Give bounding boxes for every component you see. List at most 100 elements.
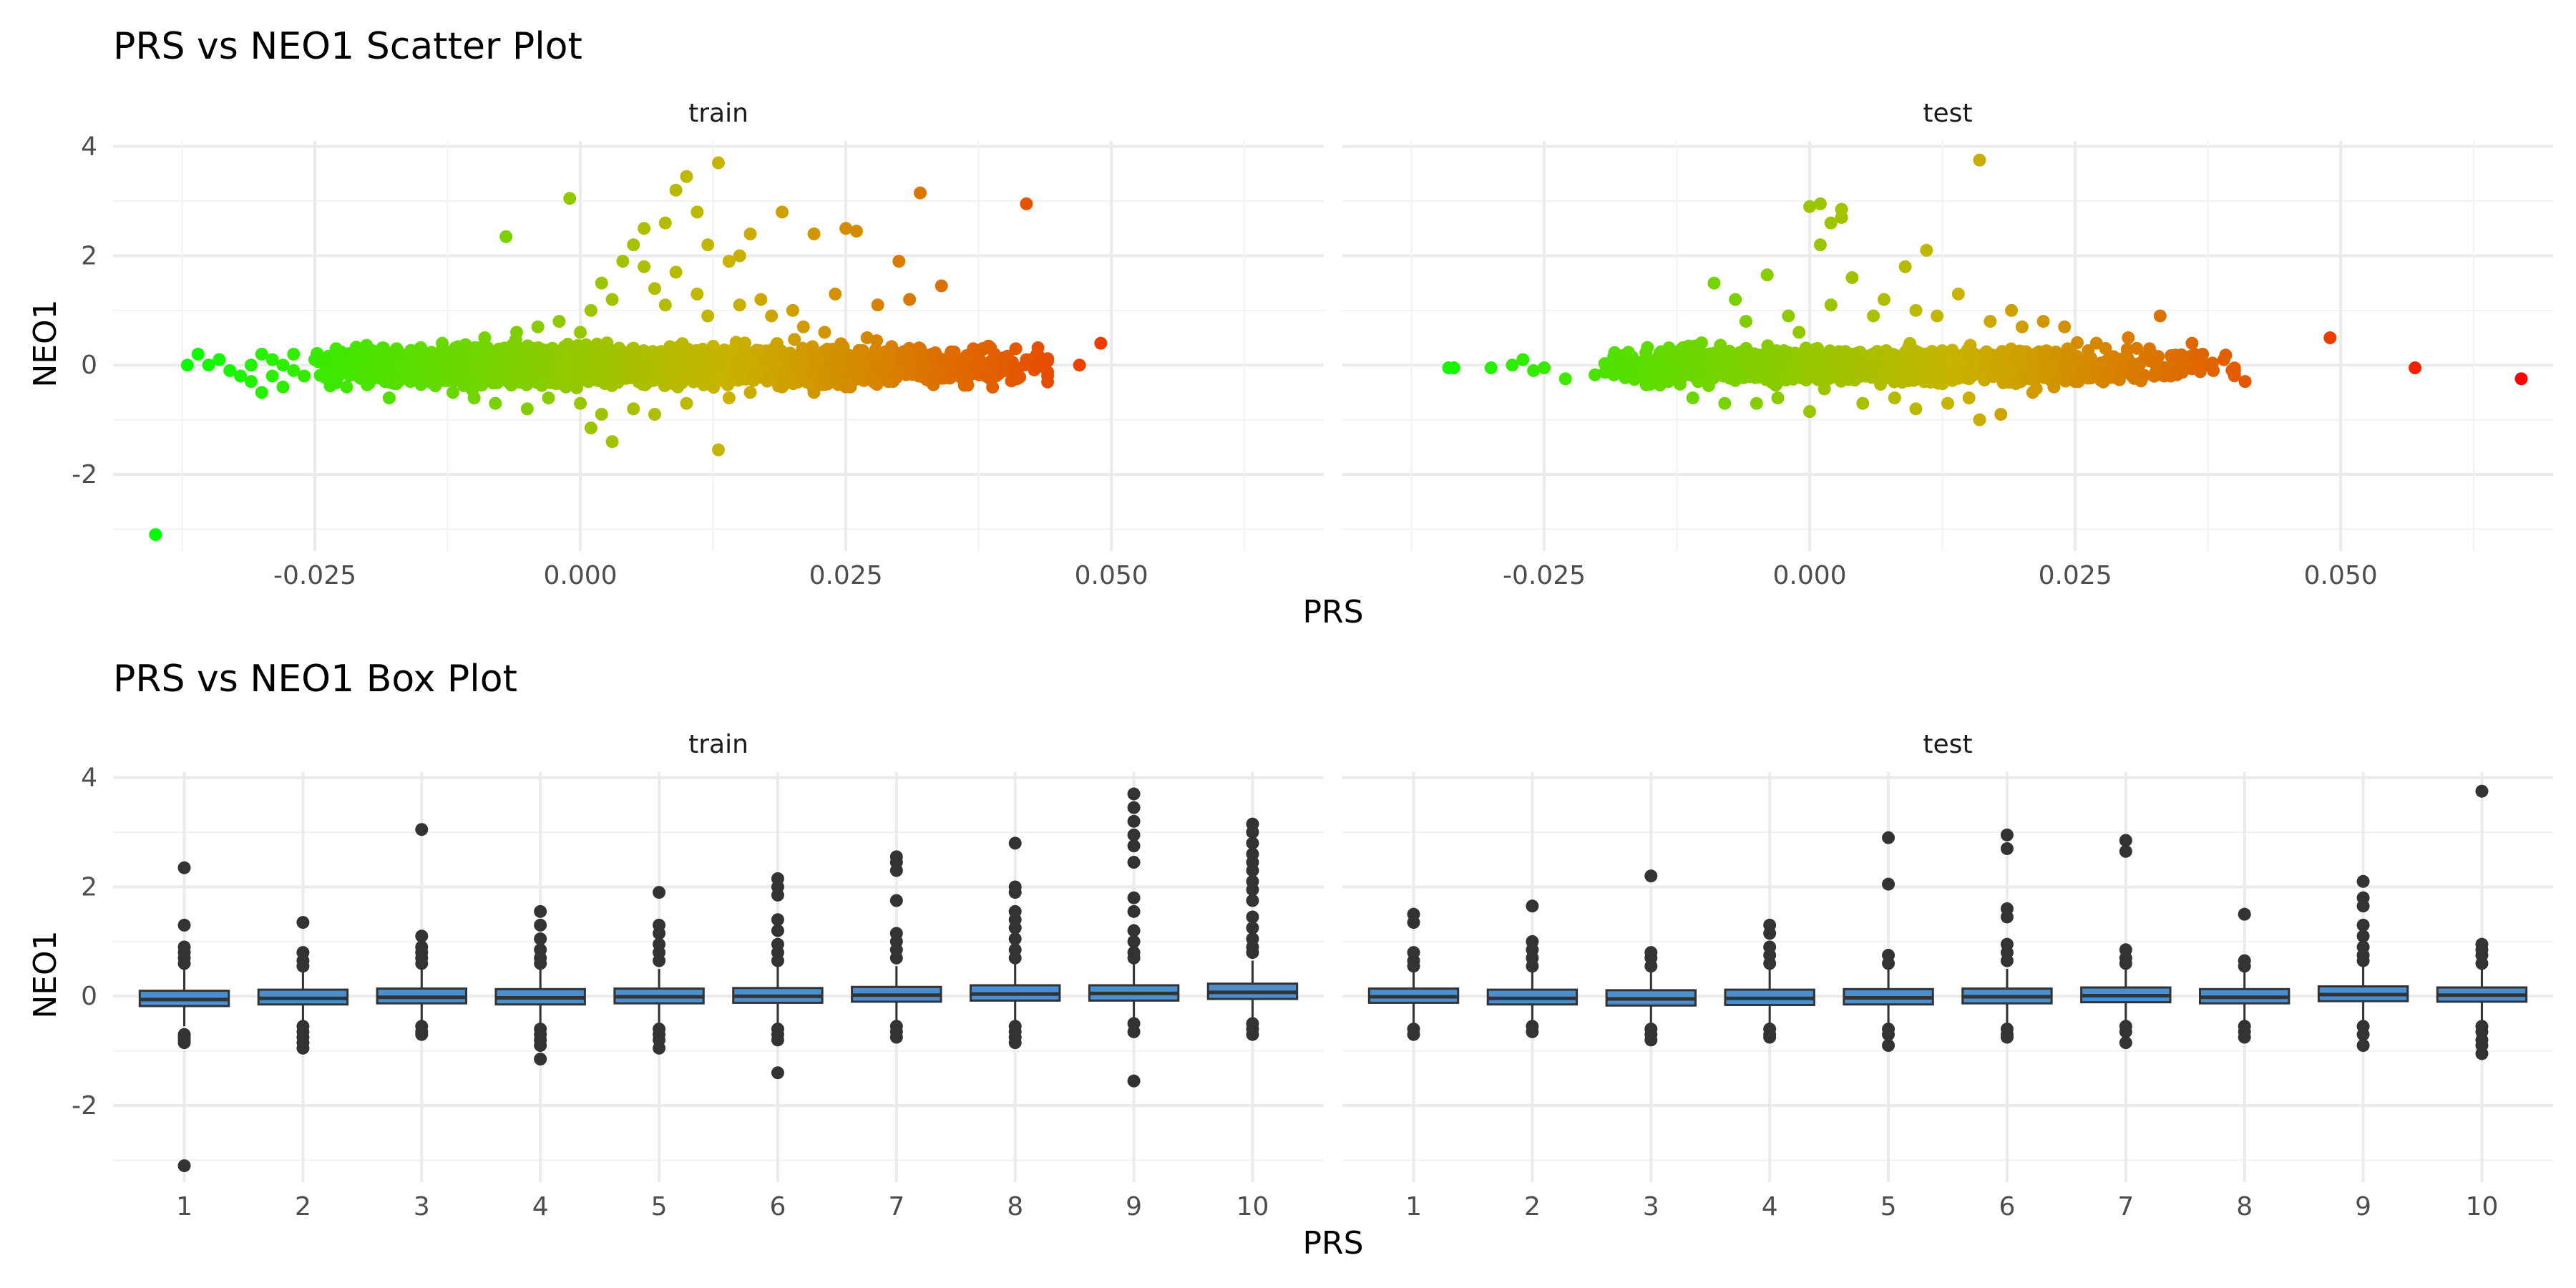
box-outlier-point	[1763, 927, 1777, 940]
scatter-point	[873, 361, 887, 374]
scatter-point	[776, 348, 790, 362]
box-outlier-point	[2119, 1036, 2132, 1050]
scatter-point	[935, 279, 948, 293]
scatter-point	[1813, 238, 1827, 252]
scatter-point	[287, 364, 301, 377]
scatter-point	[414, 342, 428, 356]
scatter-point	[489, 366, 502, 380]
scatter-point	[425, 369, 439, 383]
scatter-point	[1785, 369, 1799, 382]
box-outlier-point	[1246, 910, 1259, 924]
scatter-point	[1538, 361, 1551, 375]
scatter-point	[436, 336, 449, 350]
box-outlier-point	[2238, 907, 2251, 921]
scatter-point	[563, 192, 577, 205]
box-outlier-point	[2000, 910, 2014, 924]
box-x-tick-label: 7	[2117, 1192, 2134, 1221]
scatter-point	[557, 340, 571, 353]
scatter-point	[977, 358, 991, 372]
scatter-point	[521, 368, 535, 381]
box-outlier-point	[1246, 826, 1259, 839]
scatter-y-axis-title: NEO1	[27, 299, 64, 387]
box-outlier-point	[534, 1053, 547, 1066]
scatter-point	[807, 227, 821, 240]
box-x-tick-label: 2	[295, 1192, 311, 1221]
scatter-point	[1951, 287, 1965, 301]
box-outlier-point	[2000, 828, 2014, 841]
scatter-point	[2084, 351, 2097, 365]
scatter-point	[255, 347, 268, 361]
scatter-point	[202, 358, 215, 372]
scatter-point	[1740, 315, 1752, 328]
box-y-tick-label: 2	[81, 872, 97, 902]
scatter-point	[2036, 315, 2050, 328]
scatter-point	[458, 377, 472, 391]
scatter-point	[712, 443, 725, 457]
scatter-point	[1931, 309, 1944, 323]
box-outlier-point	[771, 1066, 784, 1080]
scatter-point	[1835, 203, 1848, 216]
scatter-point	[1665, 353, 1679, 366]
scatter-point	[478, 331, 492, 345]
scatter-point	[638, 260, 651, 273]
box-y-tick-label: -2	[72, 1091, 97, 1121]
scatter-point	[1041, 354, 1055, 368]
box-x-tick-label: 3	[1643, 1192, 1659, 1221]
box-outlier-point	[2238, 960, 2251, 973]
scatter-strip-train: train	[688, 99, 748, 128]
scatter-point	[2047, 380, 2061, 394]
scatter-point	[733, 249, 746, 263]
scatter-point	[1909, 402, 1923, 416]
scatter-point	[1765, 350, 1778, 364]
scatter-point	[658, 298, 672, 312]
scatter-point	[1094, 336, 1108, 350]
box-outlier-point	[1246, 883, 1259, 897]
scatter-point	[586, 361, 600, 375]
box-outlier-point	[534, 918, 547, 932]
scatter-point	[686, 356, 699, 370]
scatter-point	[2207, 364, 2220, 377]
scatter-y-tick-label: -2	[72, 460, 97, 489]
scatter-point	[605, 293, 619, 306]
scatter-point	[1792, 326, 1806, 339]
scatter-point	[1621, 346, 1635, 359]
scatter-point	[796, 358, 809, 371]
scatter-point	[1962, 391, 1976, 405]
box-outlier-point	[1407, 1028, 1420, 1041]
box-outlier-point	[1882, 1028, 1896, 1041]
box-y-tick-label: 0	[81, 982, 97, 1011]
scatter-point	[382, 391, 396, 405]
scatter-point	[544, 359, 557, 373]
scatter-point	[1073, 358, 1086, 372]
scatter-point	[746, 351, 760, 365]
box-outlier-point	[2238, 1030, 2251, 1044]
scatter-y-tick-label: 0	[81, 351, 97, 380]
scatter-point	[627, 238, 640, 252]
scatter-point	[457, 353, 470, 366]
scatter-point	[1653, 352, 1667, 366]
box-outlier-point	[2356, 874, 2370, 888]
scatter-point	[595, 276, 608, 290]
scatter-point	[1718, 396, 1732, 410]
scatter-point	[871, 298, 884, 312]
box-outlier-point	[1008, 1036, 1022, 1050]
box-outlier-point	[1008, 932, 1022, 946]
scatter-point	[747, 374, 761, 387]
scatter-point	[1644, 377, 1657, 391]
box-outlier-point	[296, 1041, 310, 1055]
scatter-point	[1933, 369, 1946, 383]
scatter-y-tick-label: 4	[81, 132, 97, 162]
scatter-point	[276, 380, 290, 394]
scatter-point	[276, 358, 290, 372]
scatter-point	[701, 238, 715, 252]
box-outlier-point	[1008, 886, 1022, 899]
scatter-point	[2088, 364, 2102, 378]
scatter-point	[234, 369, 248, 383]
scatter-point	[2026, 386, 2039, 399]
scatter-point	[499, 230, 513, 243]
scatter-point	[1909, 303, 1923, 317]
box-outlier-point	[296, 916, 310, 930]
scatter-point	[2238, 375, 2252, 389]
box-x-tick-label: 8	[1007, 1192, 1023, 1221]
box-outlier-point	[1246, 864, 1259, 877]
